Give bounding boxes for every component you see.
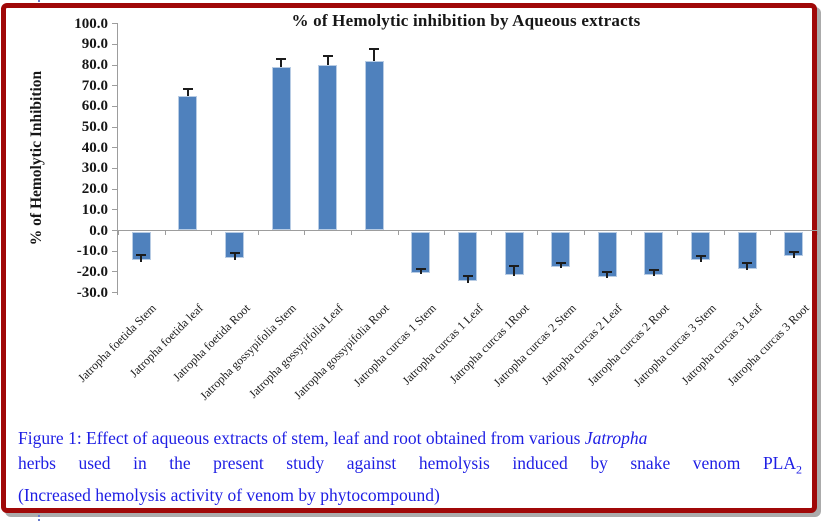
y-tick-label: -10.0 [76, 243, 108, 260]
x-axis-tick [351, 230, 352, 235]
y-tick-label: 70.0 [81, 77, 108, 94]
x-axis-tick [537, 230, 539, 235]
figure-caption: Figure 1: Effect of aqueous extracts of … [18, 426, 802, 508]
document-cursor-top [38, 0, 40, 5]
x-axis-tick [584, 230, 585, 235]
x-axis-tick [211, 230, 213, 235]
error-bar-cap [555, 261, 566, 264]
x-axis-tick [118, 230, 119, 235]
error-bar-stem [233, 252, 236, 260]
error-bar-stem [326, 55, 329, 66]
x-axis-tick [677, 230, 679, 235]
error-bar-cap [509, 264, 520, 267]
caption-line-1: Figure 1: Effect of aqueous extracts of … [18, 428, 648, 448]
error-bar-cap [369, 47, 380, 50]
y-tick-label: 30.0 [81, 160, 108, 177]
error-bar-stem [373, 48, 376, 61]
error-bar-stem [419, 267, 422, 275]
error-bar-stem [466, 274, 469, 283]
x-axis-tick [630, 230, 632, 235]
y-axis-tick [112, 23, 118, 25]
error-bar-stem [699, 255, 702, 262]
error-bar-cap [462, 274, 473, 277]
y-axis-tick [112, 105, 118, 107]
error-bar-stem [140, 254, 143, 262]
caption-italic-genus: Jatropha [584, 428, 648, 448]
error-bar-stem [559, 261, 562, 269]
y-axis-tick [112, 292, 118, 293]
error-bar-cap [136, 254, 147, 257]
error-bar-stem [186, 88, 189, 97]
y-axis-tick [112, 250, 118, 252]
bar [271, 67, 291, 231]
y-tick-label: 60.0 [81, 98, 108, 115]
error-bar-cap [182, 87, 193, 90]
error-bar-cap [229, 252, 240, 255]
y-tick-label: 10.0 [81, 201, 108, 218]
bar [458, 231, 477, 282]
y-tick-label: -30.0 [76, 284, 108, 301]
caption-subscript: 2 [796, 462, 802, 477]
error-bar-cap [322, 54, 333, 57]
document-cursor-bottom [38, 515, 40, 521]
y-tick-label: 20.0 [81, 181, 108, 198]
caption-line-3: (Increased hemolysis activity of venom b… [18, 484, 440, 505]
y-tick-label: -20.0 [76, 263, 108, 280]
y-axis-tick [112, 230, 118, 231]
error-bar-cap [276, 57, 287, 60]
chart-title: % of Hemolytic inhibition by Aqueous ext… [291, 11, 641, 30]
y-axis-tick [112, 64, 118, 66]
error-bar-cap [602, 270, 613, 273]
x-axis-tick [817, 230, 818, 235]
error-bar-stem [746, 261, 749, 271]
caption-line-2: herbs used in the present study against … [18, 453, 802, 477]
y-tick-label: 90.0 [81, 36, 108, 53]
error-bar-cap [415, 267, 426, 270]
y-axis-tick [112, 271, 118, 273]
y-tick-label: 0.0 [89, 222, 108, 239]
y-tick-label: 40.0 [81, 139, 108, 156]
x-axis-line [118, 229, 817, 232]
error-bar-stem [606, 270, 609, 279]
y-axis-tick [112, 85, 118, 87]
error-bar-stem [513, 264, 516, 277]
x-axis-tick [304, 230, 306, 235]
y-axis-tick [112, 43, 118, 45]
y-axis-tick [112, 188, 118, 190]
y-tick-label: 100.0 [74, 15, 108, 32]
y-axis-tick [112, 147, 118, 149]
bar [178, 96, 198, 231]
x-axis-tick [770, 230, 772, 235]
error-bar-cap [648, 268, 659, 271]
x-axis-tick [444, 230, 446, 235]
x-axis-tick [397, 230, 399, 235]
error-bar-cap [695, 255, 706, 258]
bar [318, 65, 338, 231]
y-axis-tick [112, 209, 118, 211]
error-bar-cap [788, 251, 799, 254]
y-axis-line [116, 22, 118, 295]
error-bar-cap [742, 261, 753, 264]
x-axis-tick [164, 230, 166, 235]
y-tick-label: 50.0 [81, 119, 108, 136]
bar [364, 61, 384, 231]
y-tick-label: 80.0 [81, 57, 108, 74]
y-axis-tick [112, 167, 118, 169]
x-axis-tick [723, 230, 725, 235]
error-bar-stem [280, 58, 283, 68]
x-axis-tick [257, 230, 259, 235]
bar [411, 231, 431, 273]
y-axis-tick [112, 126, 118, 128]
x-axis-tick [490, 230, 492, 235]
error-bar-stem [652, 268, 655, 277]
error-bar-stem [792, 251, 795, 258]
